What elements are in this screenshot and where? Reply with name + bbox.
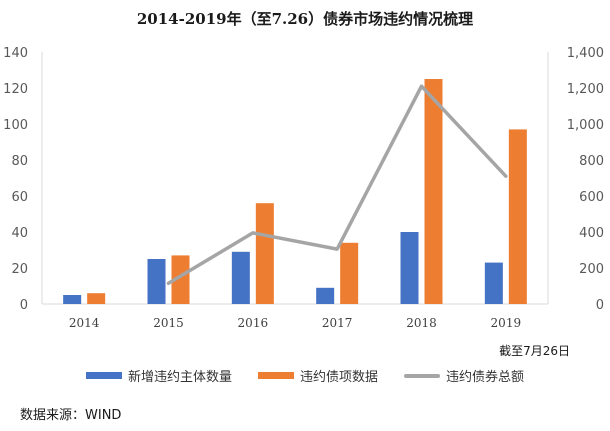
y-left-tick-label: 80 — [11, 154, 28, 169]
x-tick-label: 2014 — [69, 316, 100, 330]
bar-default-bonds — [255, 203, 274, 304]
y-left-tick-label: 100 — [3, 118, 28, 133]
y-left-tick-label: 40 — [11, 226, 28, 241]
bar-default-bonds — [508, 129, 527, 304]
line-default-total — [166, 84, 508, 286]
legend-item-default-bonds: 违约债项数据 — [257, 366, 378, 385]
y-right-tick-label: 1,200 — [567, 82, 604, 97]
y-right-tick-label: 400 — [579, 226, 604, 241]
legend: 新增违约主体数量 违约债项数据 违约债券总额 — [0, 366, 610, 385]
bar-new-defaulters — [400, 232, 419, 304]
bar-default-bonds — [340, 242, 359, 304]
bar-new-defaulters — [63, 295, 82, 304]
bar-new-defaulters — [484, 262, 503, 304]
y-right-tick-label: 0 — [596, 298, 604, 313]
y-left-tick-label: 60 — [11, 190, 28, 205]
chart-title: 2014-2019年（至7.26）债券市场违约情况梳理 — [136, 10, 474, 28]
x-tick-label: 2015 — [153, 316, 184, 330]
bar-default-bonds — [87, 293, 106, 304]
bar-new-defaulters — [231, 251, 250, 304]
y-left-tick-label: 20 — [11, 262, 28, 277]
y-right-tick-label: 200 — [579, 262, 604, 277]
legend-item-default-total: 违约债券总额 — [404, 366, 524, 385]
x-tick-label: 2017 — [322, 316, 353, 330]
legend-item-new-defaulters: 新增违约主体数量 — [85, 366, 232, 385]
bar-new-defaulters — [316, 287, 335, 304]
y-right-tick-label: 800 — [579, 154, 604, 169]
date-note: 截至7月26日 — [499, 344, 570, 358]
data-source: 数据来源：WIND — [20, 408, 122, 423]
y-right-tick-label: 1,000 — [567, 118, 604, 133]
y-left-tick-label: 0 — [20, 298, 28, 313]
y-left-tick-label: 120 — [3, 82, 28, 97]
legend-swatch-orange — [257, 372, 294, 379]
legend-label: 新增违约主体数量 — [127, 370, 232, 385]
y-right-tick-label: 600 — [579, 190, 604, 205]
bar-default-bonds — [171, 255, 190, 304]
bar-new-defaulters — [147, 259, 166, 304]
legend-label: 违约债券总额 — [446, 370, 525, 385]
legend-label: 违约债项数据 — [299, 370, 378, 385]
legend-swatch-blue — [85, 372, 122, 379]
x-tick-label: 2018 — [406, 316, 437, 330]
legend-swatch-gray — [404, 373, 440, 378]
x-tick-label: 2016 — [238, 316, 269, 330]
y-right-tick-label: 1,400 — [567, 46, 604, 61]
x-tick-label: 2019 — [491, 316, 522, 330]
bar-default-bonds — [424, 79, 443, 304]
y-left-tick-label: 140 — [3, 46, 28, 61]
